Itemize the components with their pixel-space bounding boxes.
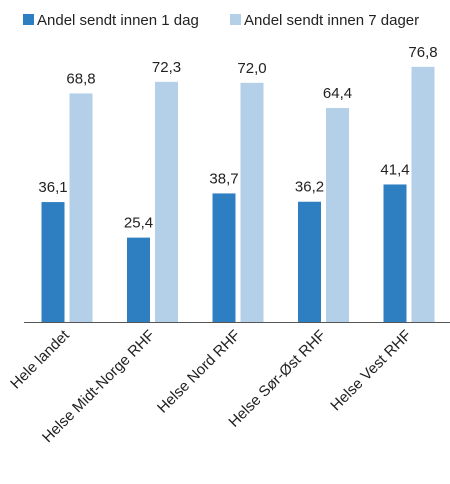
bar-series2-1 — [69, 93, 93, 322]
data-labels: 36,1 68,8 25,4 72,3 38,7 72,0 36,2 64,4 41,4 76,8 — [38, 44, 437, 232]
data-label-series1-2: 25,4 — [124, 215, 153, 232]
bar-series2-3 — [240, 82, 264, 322]
bars — [41, 66, 435, 322]
bar-series2-2 — [155, 81, 178, 322]
legend-label-1: Andel sendt innen 1 dag — [37, 12, 199, 29]
legend-swatch-2 — [230, 14, 241, 25]
data-label-series1-3: 38,7 — [209, 170, 238, 187]
legend-label-2: Andel sendt innen 7 dager — [244, 12, 419, 29]
bar-series1-4 — [298, 201, 321, 322]
data-label-series2-3: 72,0 — [237, 60, 266, 77]
x-tick-label-4: Helse Sør-Øst RHF — [225, 327, 329, 431]
data-label-series2-4: 64,4 — [323, 85, 352, 102]
bar-series1-3 — [212, 193, 236, 322]
x-tick-label-1: Hele landet — [7, 326, 73, 392]
legend-swatch-1 — [23, 14, 34, 25]
data-label-series1-1: 36,1 — [38, 179, 67, 196]
legend: Andel sendt innen 1 dag Andel sendt innen… — [23, 12, 419, 29]
x-tick-label-3: Helse Nord RHF — [154, 327, 244, 417]
bar-series2-5 — [411, 66, 435, 322]
data-label-series1-4: 36,2 — [295, 179, 324, 196]
x-tick-label-5: Helse Vest RHF — [327, 327, 414, 414]
bar-series2-4 — [326, 108, 349, 322]
data-label-series2-2: 72,3 — [152, 59, 181, 76]
bar-series1-1 — [41, 202, 65, 322]
data-label-series2-1: 68,8 — [66, 70, 95, 87]
data-label-series2-5: 76,8 — [408, 44, 437, 61]
bar-series1-5 — [383, 184, 407, 322]
data-label-series1-5: 41,4 — [380, 161, 409, 178]
bar-series1-2 — [127, 237, 150, 322]
